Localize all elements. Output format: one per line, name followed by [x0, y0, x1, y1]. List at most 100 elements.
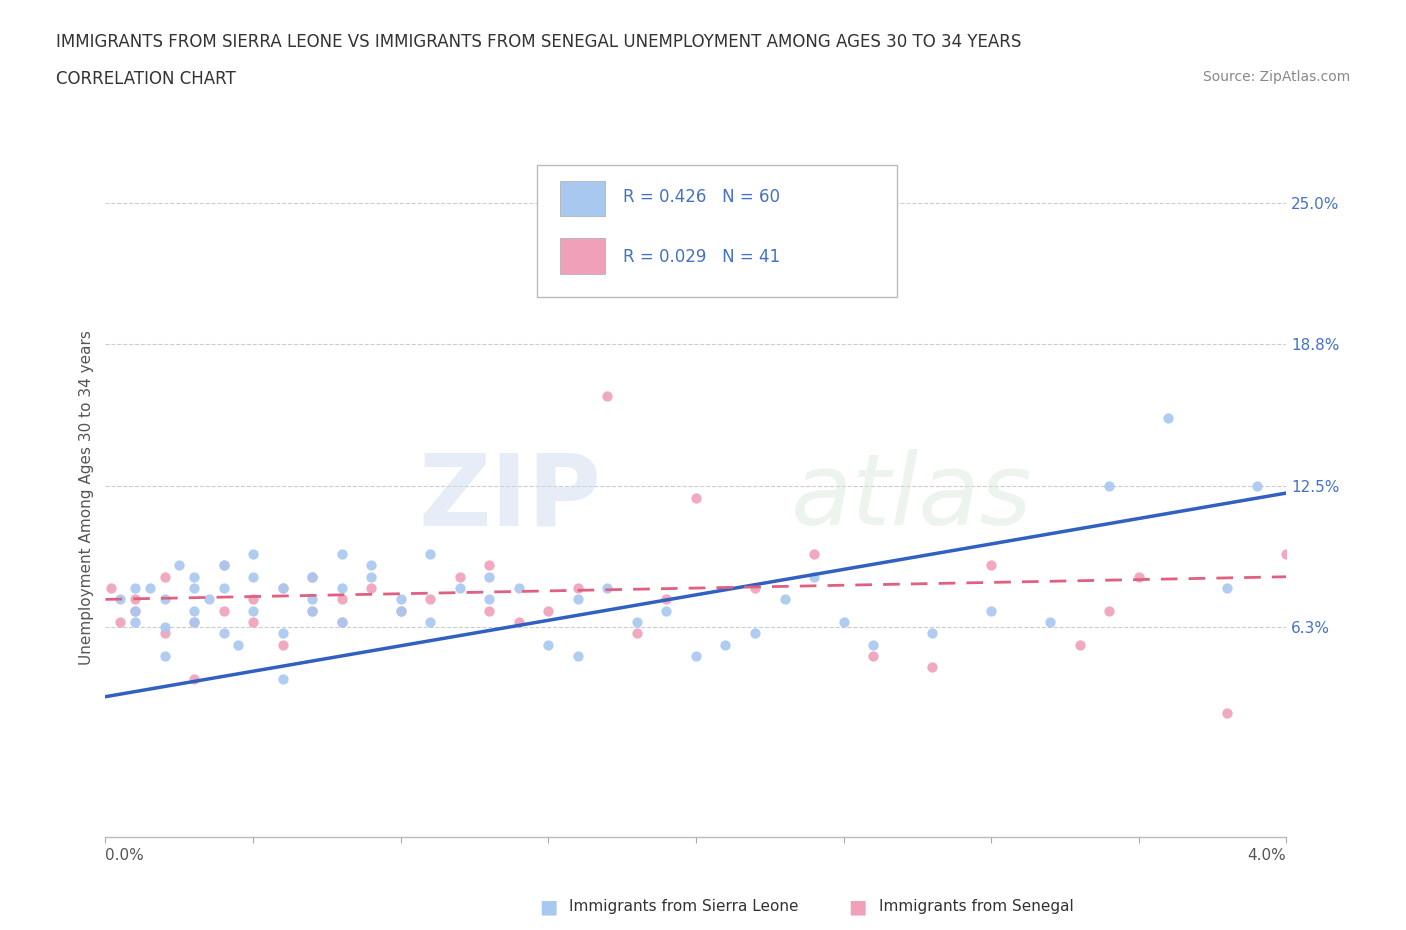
Point	[360, 580, 382, 595]
Point	[183, 615, 205, 630]
Point	[110, 592, 132, 607]
Point	[226, 637, 250, 652]
Point	[744, 626, 766, 641]
Text: 4.0%: 4.0%	[1247, 848, 1286, 863]
Point	[212, 604, 235, 618]
Point	[100, 580, 122, 595]
Point	[301, 592, 323, 607]
Point	[537, 604, 560, 618]
Point	[389, 604, 412, 618]
Point	[271, 580, 294, 595]
Point	[330, 547, 353, 562]
Point	[153, 569, 176, 584]
Point	[1216, 705, 1239, 720]
Point	[1098, 479, 1121, 494]
Point	[138, 580, 162, 595]
Point	[330, 592, 353, 607]
Point	[212, 626, 235, 641]
Point	[301, 604, 323, 618]
Point	[153, 619, 176, 634]
Point	[744, 580, 766, 595]
Point	[242, 569, 264, 584]
Point	[596, 580, 619, 595]
Point	[478, 604, 501, 618]
Point	[271, 580, 294, 595]
Point	[1039, 615, 1062, 630]
Point	[124, 615, 146, 630]
Point	[389, 604, 412, 618]
Point	[330, 580, 353, 595]
Point	[449, 580, 471, 595]
Point	[596, 389, 619, 404]
Point	[212, 580, 235, 595]
Point	[330, 615, 353, 630]
Text: ■: ■	[848, 897, 868, 916]
Point	[567, 580, 589, 595]
Point	[183, 671, 205, 686]
Text: CORRELATION CHART: CORRELATION CHART	[56, 70, 236, 87]
Point	[419, 615, 441, 630]
Point	[1157, 411, 1180, 426]
Point	[478, 558, 501, 573]
Text: Immigrants from Sierra Leone: Immigrants from Sierra Leone	[569, 899, 799, 914]
Point	[153, 592, 176, 607]
Point	[242, 547, 264, 562]
Point	[980, 558, 1002, 573]
Point	[567, 648, 589, 663]
FancyBboxPatch shape	[537, 165, 897, 298]
Point	[212, 558, 235, 573]
Point	[197, 592, 219, 607]
Point	[1128, 569, 1150, 584]
Point	[110, 615, 132, 630]
Text: R = 0.029   N = 41: R = 0.029 N = 41	[623, 247, 780, 266]
Point	[389, 592, 412, 607]
Point	[271, 626, 294, 641]
Point	[773, 592, 796, 607]
Point	[478, 569, 501, 584]
Point	[124, 604, 146, 618]
Point	[183, 615, 205, 630]
Text: Source: ZipAtlas.com: Source: ZipAtlas.com	[1202, 70, 1350, 84]
Text: Immigrants from Senegal: Immigrants from Senegal	[879, 899, 1074, 914]
Point	[124, 580, 146, 595]
Point	[169, 558, 191, 573]
Y-axis label: Unemployment Among Ages 30 to 34 years: Unemployment Among Ages 30 to 34 years	[79, 330, 94, 665]
Point	[183, 580, 205, 595]
Point	[242, 615, 264, 630]
Point	[124, 604, 146, 618]
Text: atlas: atlas	[790, 449, 1032, 546]
Point	[183, 604, 205, 618]
Point	[803, 547, 825, 562]
Bar	[560, 180, 605, 216]
Point	[301, 569, 323, 584]
Point	[183, 569, 205, 584]
Point	[242, 604, 264, 618]
Point	[1275, 547, 1298, 562]
Point	[271, 671, 294, 686]
Point	[862, 637, 884, 652]
Point	[212, 558, 235, 573]
Point	[685, 490, 707, 505]
Point	[242, 592, 264, 607]
Point	[508, 615, 530, 630]
Text: R = 0.426   N = 60: R = 0.426 N = 60	[623, 189, 780, 206]
Point	[330, 615, 353, 630]
Point	[1216, 580, 1239, 595]
Point	[271, 637, 294, 652]
Text: ZIP: ZIP	[419, 449, 602, 546]
Point	[832, 615, 855, 630]
Point	[714, 637, 737, 652]
Point	[449, 569, 471, 584]
Point	[360, 558, 382, 573]
Point	[803, 569, 825, 584]
Point	[301, 569, 323, 584]
Point	[419, 592, 441, 607]
Point	[419, 547, 441, 562]
Text: IMMIGRANTS FROM SIERRA LEONE VS IMMIGRANTS FROM SENEGAL UNEMPLOYMENT AMONG AGES : IMMIGRANTS FROM SIERRA LEONE VS IMMIGRAN…	[56, 33, 1022, 50]
Text: ■: ■	[538, 897, 558, 916]
Point	[862, 648, 884, 663]
Point	[124, 592, 146, 607]
Point	[153, 648, 176, 663]
Point	[626, 615, 648, 630]
Point	[1098, 604, 1121, 618]
